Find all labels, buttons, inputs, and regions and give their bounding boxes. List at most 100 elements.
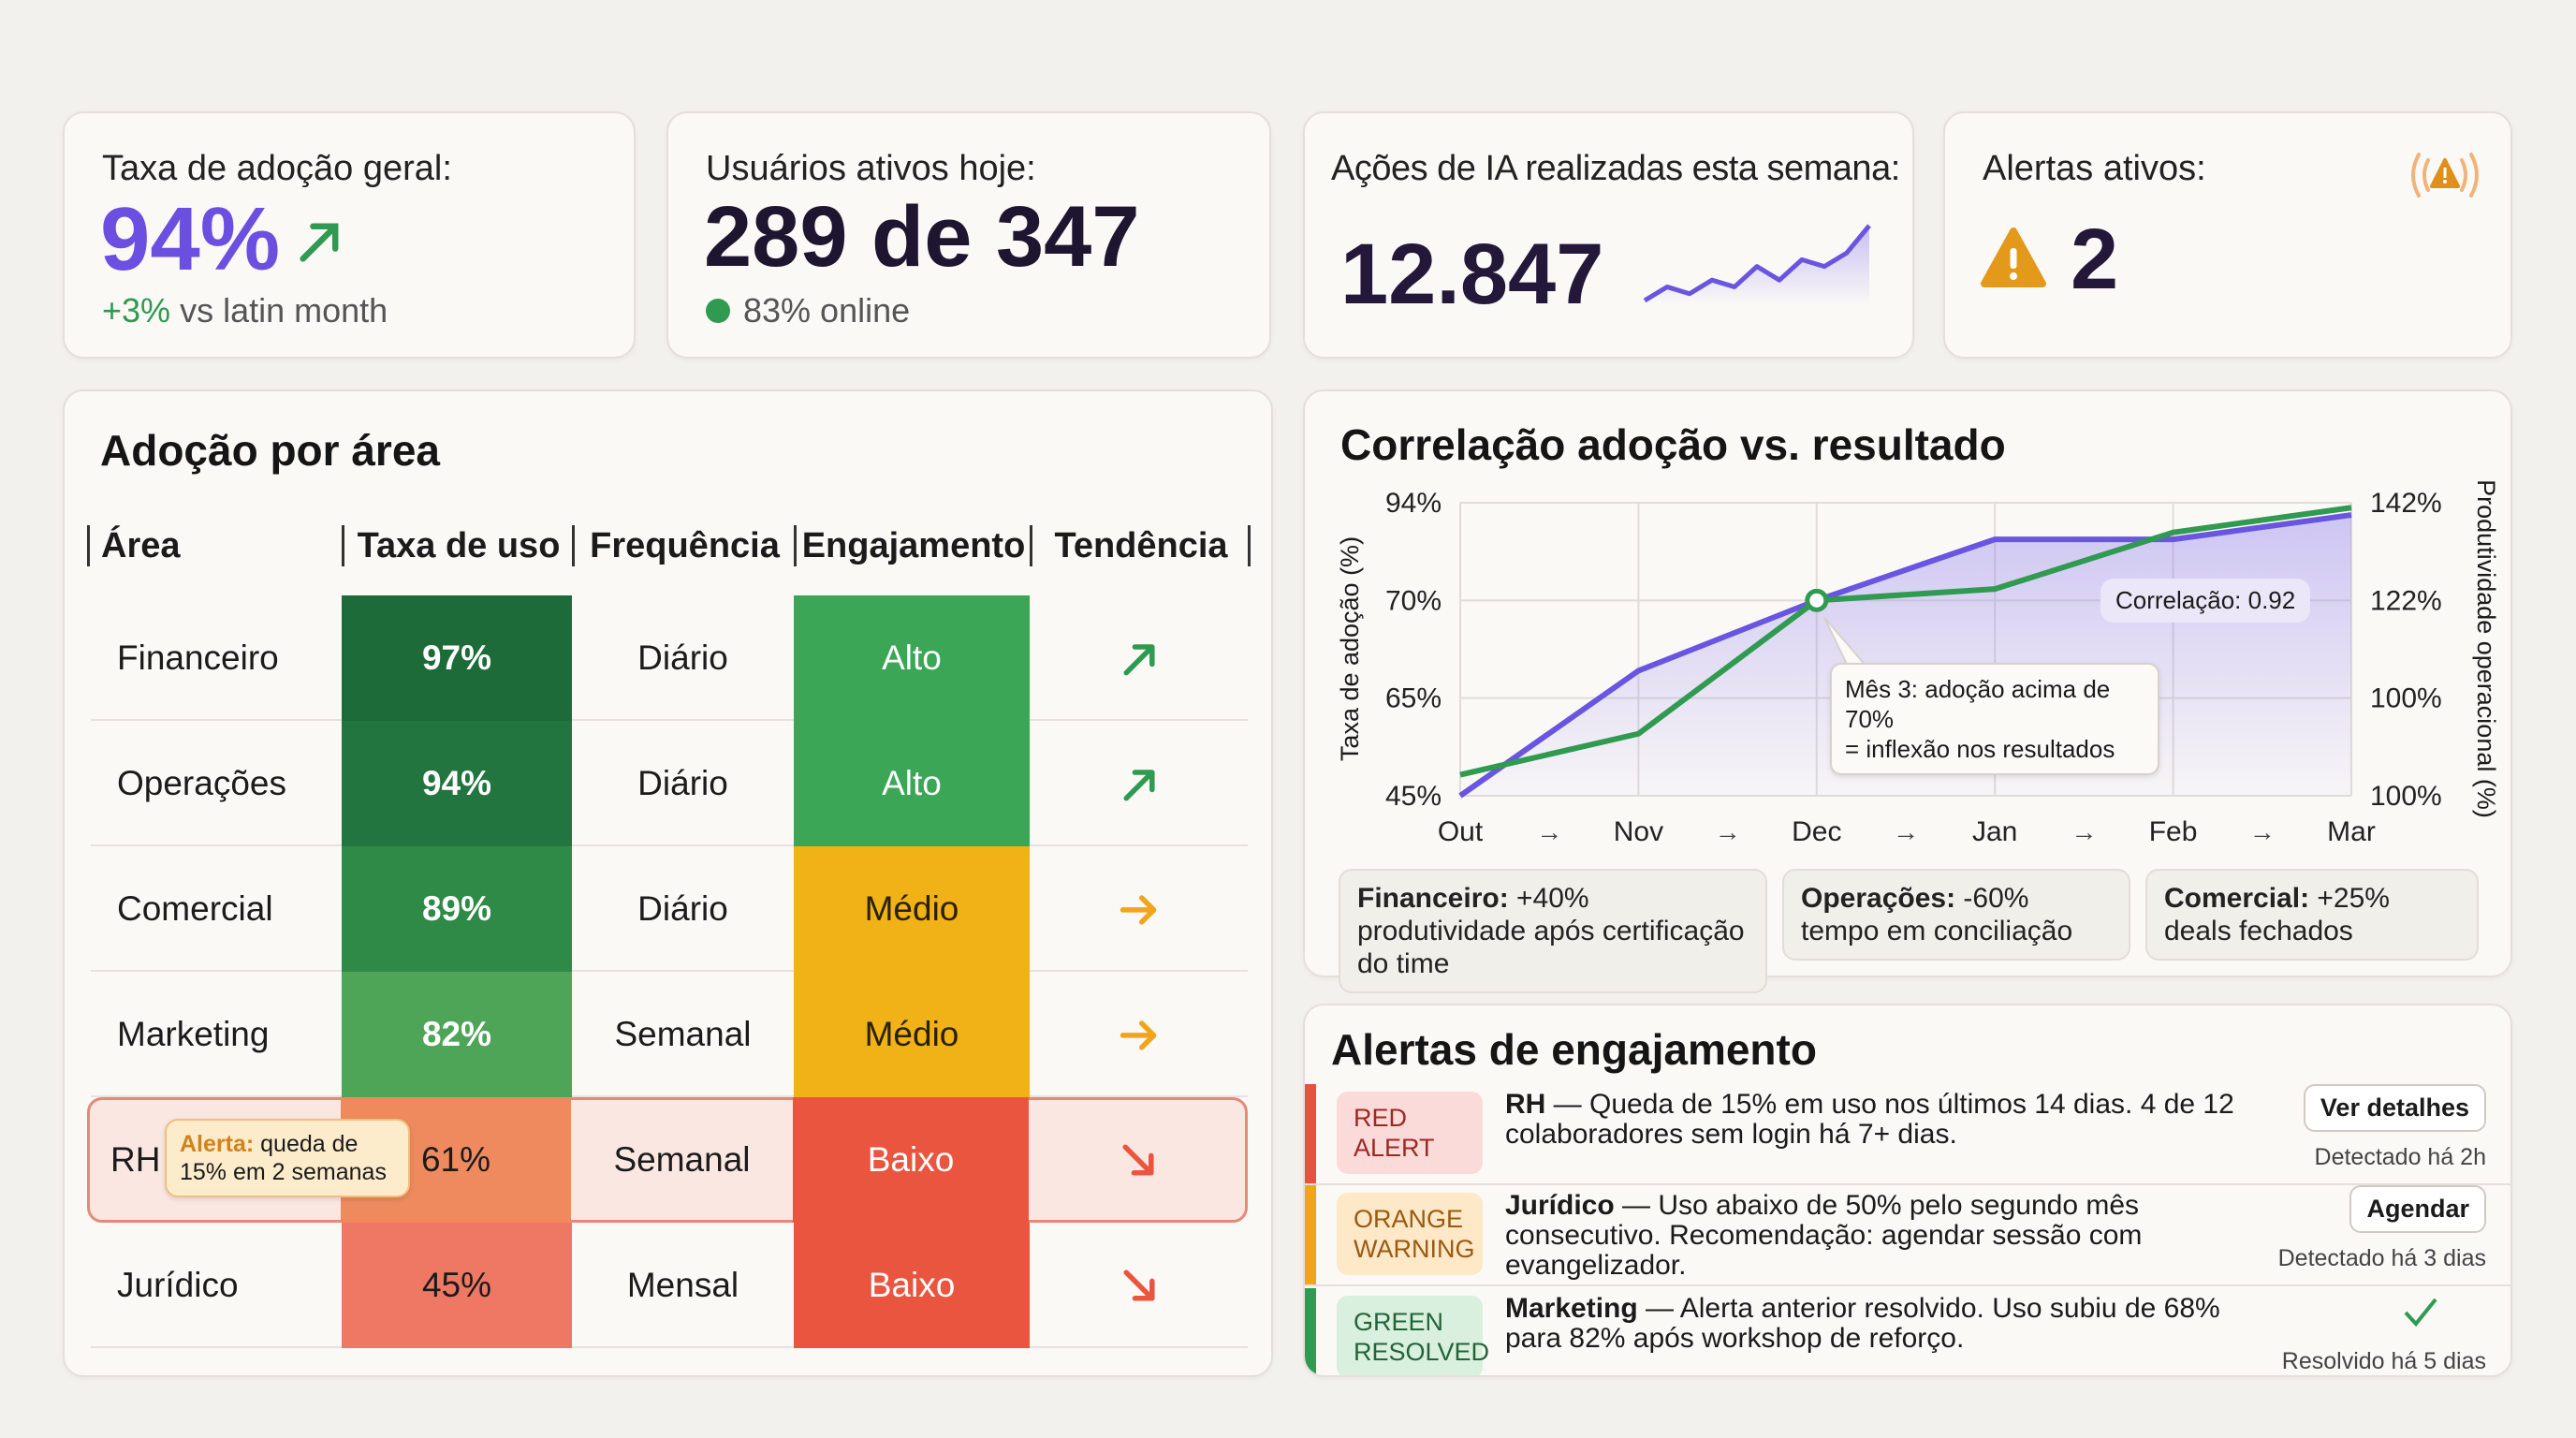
alert-timestamp: Detectado há 2h [2314,1144,2486,1170]
cell-trend [1030,721,1249,846]
correlation-chart-card: Correlação adoção vs. resultado Taxa de … [1303,389,2512,993]
engagement-alerts-card: Alertas de engajamento RED ALERT RH — Que… [1303,1004,2512,1377]
trend-down-icon [1123,1269,1155,1301]
alert-action-button[interactable]: Agendar [2349,1185,2486,1233]
column-header[interactable]: Área [87,522,338,569]
cell-usage: 89% [342,846,572,972]
arrow-up-right-icon [300,223,339,262]
series-line-1 [1459,505,2352,778]
online-status: 83% online [743,291,911,330]
y-tick-label: 94% [1385,488,1442,519]
y-tick-label: 65% [1385,683,1442,714]
divider [1030,525,1032,566]
x-separator: → [1715,817,1741,846]
y-tick-label: 45% [1385,781,1442,812]
warning-broadcast-icon[interactable] [2406,149,2484,201]
cell-engagement: Médio [794,846,1030,972]
insight-box: Comercial: +25% deals fechados [2145,869,2479,961]
kpi-label: Usuários ativos hoje: [706,149,1036,188]
trend-flat-icon [1120,895,1157,925]
trend-flat-icon [1120,1020,1157,1050]
row-alert-tooltip: Alerta: queda de 15% em 2 semanas [165,1119,410,1197]
cell-engagement: Alto [794,721,1030,846]
online-dot-icon [706,299,730,323]
column-header[interactable]: Frequência [572,522,796,569]
cell-frequency: Semanal [613,1140,751,1179]
divider [1248,525,1251,566]
severity-badge: GREEN RESOLVED [1337,1296,1489,1375]
cell-area: Jurídico [117,1266,239,1304]
kpi-value: 12.847 [1340,227,1604,322]
cell-trend [1030,595,1249,721]
x-separator: → [2249,817,2276,846]
cell-engagement: Baixo [793,1097,1029,1223]
severity-bar [1305,1185,1316,1284]
correlation-label: Correlação: 0.92 [2100,579,2311,623]
kpi-value: 289 de 347 [704,189,1140,285]
column-header-label: Tendência [1054,526,1228,565]
y2-tick-label: 100% [2370,781,2442,812]
kpi-label: Alertas ativos: [1983,149,2206,188]
x-tick-label: Feb [2149,816,2198,847]
cell-engagement: Médio [794,972,1030,1097]
divider [572,525,575,566]
cell-area: Financeiro [117,638,279,677]
cell-area: Marketing [117,1015,270,1053]
checkmark-icon [2404,1298,2437,1328]
cell-usage: 94% [342,721,572,846]
y2-tick-label: 100% [2370,683,2442,714]
table-row[interactable]: Marketing 82% Semanal Médio [91,972,1248,1097]
table-row[interactable]: Comercial 89% Diário Médio [91,846,1248,972]
kpi-label: Ações de IA realizadas esta semana: [1331,149,1900,188]
table-row[interactable]: RH 61% Semanal Baixo Alerta: queda de 15… [87,1097,1248,1223]
cell-frequency: Mensal [626,1266,739,1304]
column-header-label: Taxa de uso [357,526,561,565]
x-separator: → [2071,817,2097,846]
cell-area: Comercial [117,889,273,928]
alert-message: Jurídico — Uso abaixo de 50% pelo segund… [1505,1190,2143,1281]
kpi-ai-actions-card: Ações de IA realizadas esta semana: 12.8… [1303,111,1914,359]
chart-title: Correlação adoção vs. resultado [1340,420,2006,469]
alert-message: RH — Queda de 15% em uso nos últimos 14 … [1505,1089,2234,1150]
cell-engagement: Alto [794,595,1030,721]
alert-row: RED ALERT RH — Queda de 15% em uso nos úl… [1305,1084,2510,1185]
alert-action-button[interactable]: Ver detalhes [2303,1084,2486,1132]
alert-timestamp: Detectado há 3 dias [2277,1245,2486,1271]
x-tick-label: Nov [1614,816,1663,847]
kpi-delta-suffix: vs latin month [170,291,388,330]
kpi-value: 94% [100,189,281,289]
cell-usage: 82% [342,972,572,1097]
severity-bar [1305,1288,1316,1375]
sparkline-line [1643,224,1871,303]
column-header-label: Área [101,526,181,565]
cell-trend [1030,1223,1249,1348]
inflection-marker [1805,588,1829,612]
y-tick-label: 70% [1385,585,1442,616]
divider [342,525,344,566]
table-row[interactable]: Financeiro 97% Diário Alto [91,595,1248,721]
column-header[interactable]: Engajamento [794,522,1032,569]
column-header[interactable]: Tendência [1030,522,1251,569]
section-title: Alertas de engajamento [1331,1025,1817,1074]
sparkline-area [1645,226,1869,305]
adoption-by-area-card: Adoção por área Área Taxa de uso Frequênci… [63,389,1273,1377]
cell-area: Operações [117,764,286,802]
divider [87,525,90,566]
cell-trend [1030,846,1249,972]
table-row[interactable]: Jurídico 45% Mensal Baixo [91,1223,1248,1348]
kpi-adoption-card: Taxa de adoção geral: 94% +3% vs latin m… [63,111,636,359]
x-separator: → [1893,817,1919,846]
alert-message: Marketing — Alerta anterior resolvido. U… [1505,1293,2220,1354]
table-row[interactable]: Operações 94% Diário Alto [91,721,1248,846]
cell-frequency: Diário [637,889,728,928]
column-header[interactable]: Taxa de uso [342,522,574,569]
column-header-label: Engajamento [801,526,1026,565]
x-separator: → [1536,817,1562,846]
alert-timestamp: Resolvido há 5 dias [2281,1348,2486,1374]
x-tick-label: Mar [2327,816,2376,847]
trend-down-icon [1122,1144,1154,1176]
cell-frequency: Diário [637,764,728,802]
severity-badge: RED ALERT [1337,1092,1483,1174]
trend-up-icon [1123,770,1155,801]
insight-box: Operações: -60% tempo em conciliação [1782,869,2130,961]
